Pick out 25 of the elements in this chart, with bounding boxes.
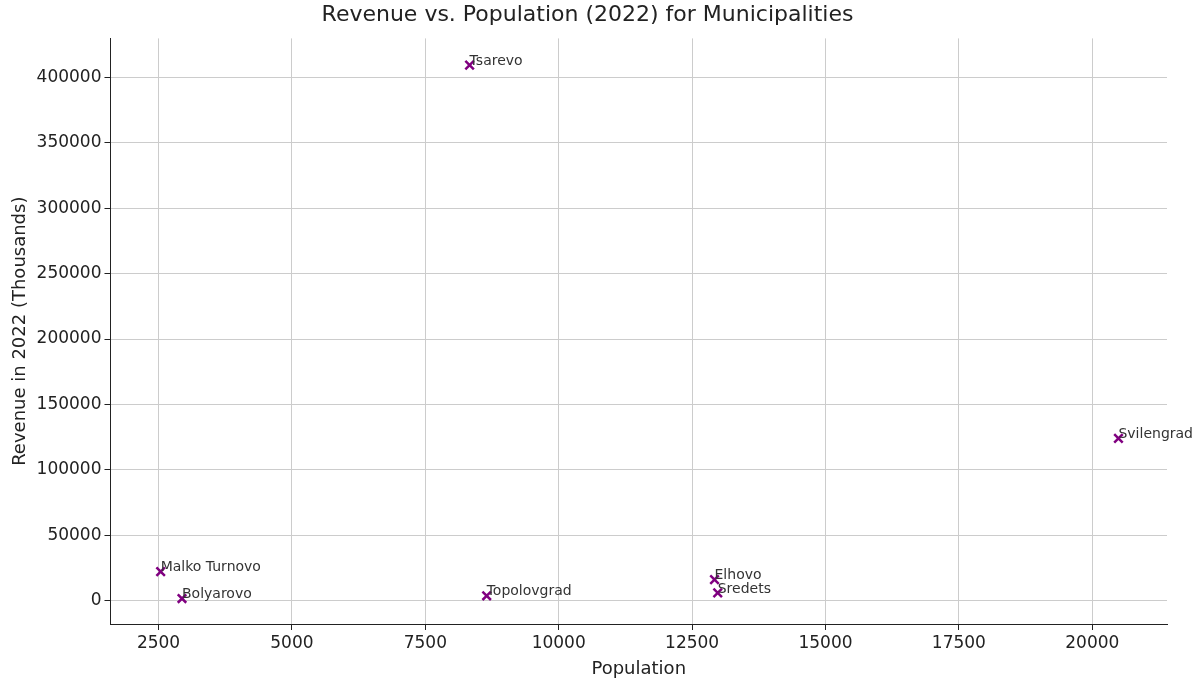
y-tick-label: 350000 bbox=[36, 131, 102, 152]
x-tick-label: 17500 bbox=[931, 631, 986, 652]
y-tick-label: 300000 bbox=[36, 196, 102, 217]
annotation: Topolovgrad bbox=[485, 582, 572, 599]
x-tick-label: 20000 bbox=[1065, 631, 1120, 652]
x-axis-title: Population bbox=[591, 656, 687, 678]
x-tick-label: 15000 bbox=[798, 631, 853, 652]
annotation: Tsarevo bbox=[468, 51, 523, 68]
x-tick-label: 12500 bbox=[665, 631, 720, 652]
annotation: Malko Turnovo bbox=[160, 558, 261, 575]
y-tick-label: 50000 bbox=[47, 523, 102, 544]
annotation: Svilengrad bbox=[1118, 425, 1193, 442]
y-tick-label: 150000 bbox=[36, 392, 102, 413]
y-tick-label: 100000 bbox=[36, 458, 102, 479]
x-tick-label: 5000 bbox=[270, 631, 314, 652]
y-tick-label: 400000 bbox=[36, 66, 102, 87]
x-tick-label: 2500 bbox=[136, 631, 181, 652]
chart-title: Revenue vs. Population (2022) for Municipalities bbox=[321, 0, 854, 26]
x-tick-label: 10000 bbox=[531, 631, 586, 652]
y-tick-label: 250000 bbox=[36, 262, 102, 283]
y-axis-title: Revenue in 2022 (Thousands) bbox=[8, 196, 30, 466]
y-tick-label: 200000 bbox=[36, 327, 102, 348]
annotation: Bolyarovo bbox=[182, 585, 252, 602]
y-tick-label: 0 bbox=[90, 588, 102, 609]
x-tick-label: 7500 bbox=[403, 631, 447, 652]
